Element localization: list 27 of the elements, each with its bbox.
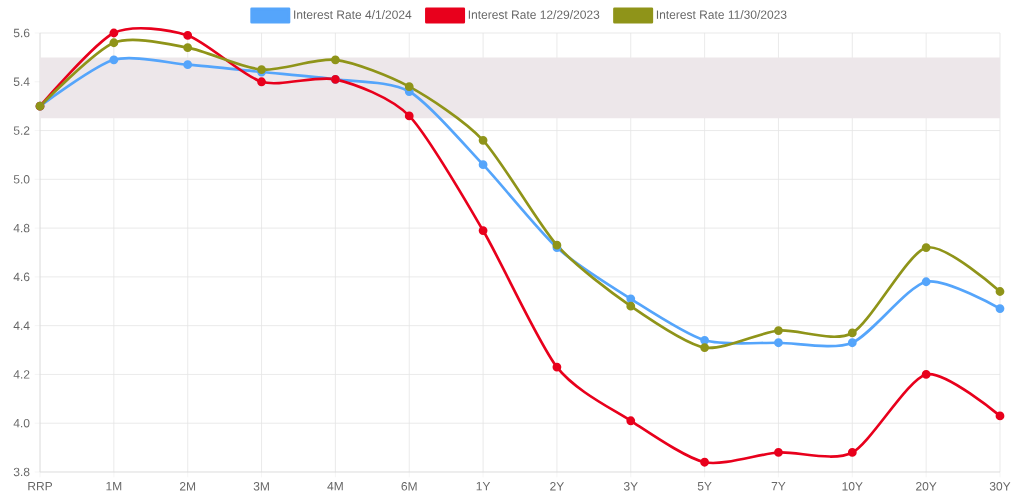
legend-label: Interest Rate 12/29/2023: [468, 10, 600, 19]
y-tick-label: 4.8: [13, 223, 30, 233]
x-tick-label: RRP: [28, 482, 53, 491]
legend-label: Interest Rate 11/30/2023: [656, 10, 787, 19]
x-tick-label: 6M: [401, 482, 417, 491]
x-tick-label: 2M: [179, 482, 196, 491]
y-tick-label: 5.6: [13, 28, 30, 38]
y-tick-label: 5.0: [13, 175, 30, 184]
y-tick-label: 4.2: [13, 370, 30, 379]
x-tick-label: 3Y: [623, 482, 638, 491]
x-tick-label: 4M: [327, 482, 343, 491]
x-tick-label: 1Y: [476, 482, 491, 491]
x-tick-label: 30Y: [989, 482, 1011, 491]
y-tick-label: 3.8: [13, 467, 30, 477]
y-tick-label: 4.4: [13, 321, 30, 330]
x-tick-label: 20Y: [916, 482, 937, 491]
x-tick-label: 5Y: [697, 482, 712, 491]
x-tick-label: 10Y: [842, 482, 863, 491]
x-tick-label: 1M: [106, 482, 122, 491]
y-tick-label: 4.0: [13, 418, 30, 428]
x-tick-label: 2Y: [550, 482, 564, 491]
y-tick-label: 5.4: [13, 77, 30, 86]
x-tick-label: 3M: [253, 482, 269, 491]
legend-label: Interest Rate 4/1/2024: [294, 10, 412, 19]
y-tick-label: 5.2: [13, 126, 30, 135]
x-tick-label: 7Y: [771, 482, 786, 491]
y-tick-label: 4.6: [13, 272, 30, 282]
